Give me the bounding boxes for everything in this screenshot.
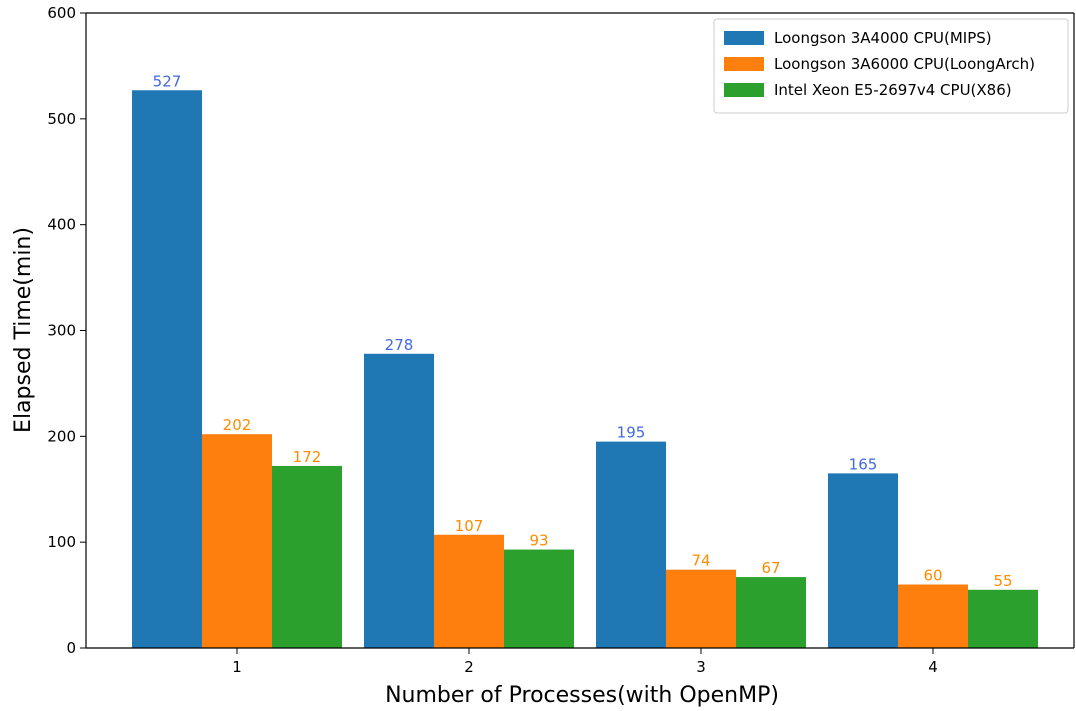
x-tick-label: 1 xyxy=(232,658,242,676)
data-label: 55 xyxy=(993,572,1012,590)
legend-swatch xyxy=(724,31,764,45)
legend: Loongson 3A4000 CPU(MIPS) Loongson 3A6000… xyxy=(713,18,1069,114)
data-label: 165 xyxy=(849,455,878,473)
data-label: 67 xyxy=(761,559,780,577)
legend-label: Loongson 3A6000 CPU(LoongArch) xyxy=(774,55,1035,73)
legend-swatch xyxy=(724,57,764,71)
bar xyxy=(968,589,1038,648)
data-label: 527 xyxy=(153,72,182,90)
bar xyxy=(272,465,342,648)
bar xyxy=(504,549,574,648)
y-axis-title: Elapsed Time(min) xyxy=(11,227,36,433)
bar xyxy=(828,473,898,648)
legend-label: Intel Xeon E5-2697v4 CPU(X86) xyxy=(774,81,1012,99)
y-tick-label: 300 xyxy=(47,322,76,340)
data-label: 202 xyxy=(223,416,252,434)
data-label: 74 xyxy=(691,552,710,570)
legend-box xyxy=(713,18,1069,114)
x-tick-label: 4 xyxy=(928,658,938,676)
y-tick-label: 600 xyxy=(47,4,76,22)
x-tick-label: 2 xyxy=(464,658,474,676)
bars-layer xyxy=(132,90,1038,649)
legend-label: Loongson 3A4000 CPU(MIPS) xyxy=(774,29,992,47)
x-axis-title: Number of Processes(with OpenMP) xyxy=(385,683,779,708)
data-label: 60 xyxy=(923,567,942,585)
data-label: 195 xyxy=(617,424,646,442)
bar xyxy=(202,434,272,648)
bar xyxy=(132,90,202,649)
y-tick-label: 100 xyxy=(47,533,76,551)
y-tick-label: 400 xyxy=(47,216,76,234)
y-tick-label: 200 xyxy=(47,427,76,445)
bar xyxy=(596,441,666,648)
data-label: 107 xyxy=(455,517,484,535)
x-tick-label: 3 xyxy=(696,658,706,676)
data-labels-layer: 527 202 172 278 107 93 195 74 67 165 60 55 xyxy=(153,72,1013,590)
y-tick-label: 500 xyxy=(47,110,76,128)
bar xyxy=(898,584,968,648)
data-label: 93 xyxy=(529,532,548,550)
data-label: 172 xyxy=(293,448,322,466)
bar xyxy=(736,577,806,648)
y-tick-label: 0 xyxy=(66,639,76,657)
axes-layer: 0 100 200 300 400 500 600 1 2 3 4 xyxy=(47,4,1075,676)
bar xyxy=(666,569,736,648)
data-label: 278 xyxy=(385,336,414,354)
bar xyxy=(364,353,434,648)
bar xyxy=(434,534,504,648)
legend-swatch xyxy=(724,83,764,97)
